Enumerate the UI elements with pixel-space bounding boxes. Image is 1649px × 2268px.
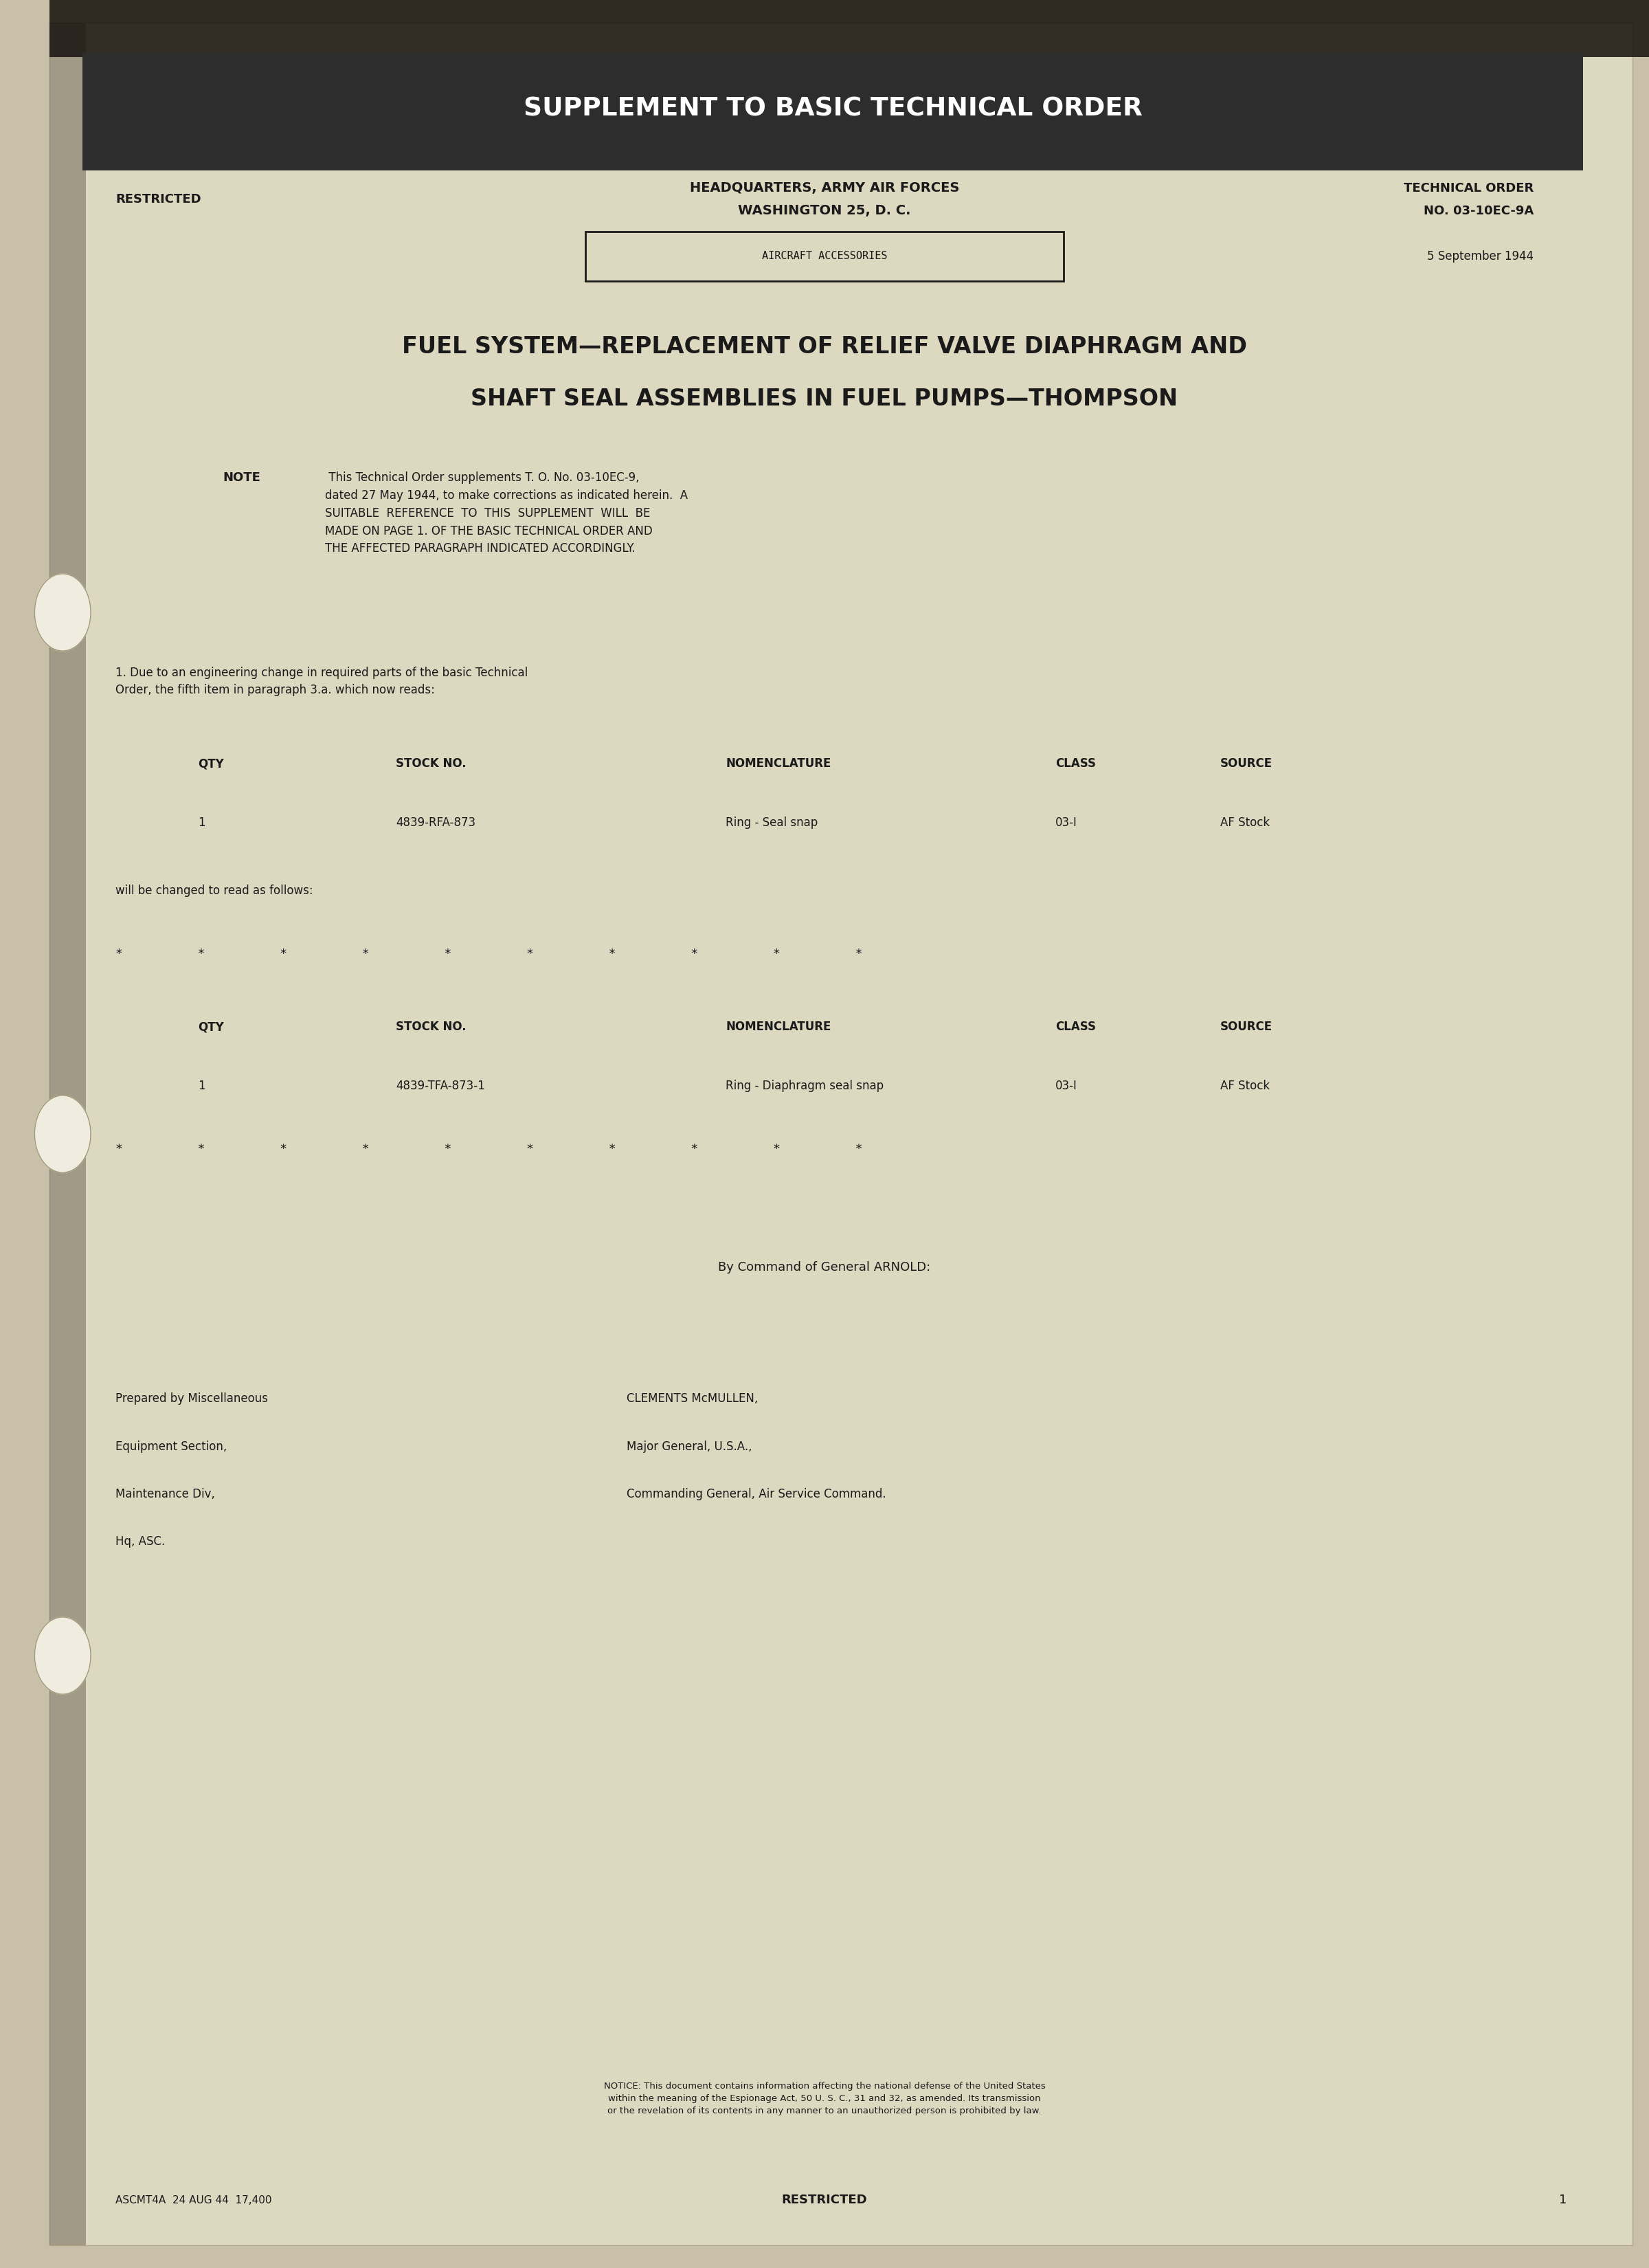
Text: By Command of General ARNOLD:: By Command of General ARNOLD: bbox=[719, 1261, 930, 1272]
Text: 1: 1 bbox=[198, 816, 204, 828]
Circle shape bbox=[35, 1617, 91, 1694]
Text: Ring - Seal snap: Ring - Seal snap bbox=[726, 816, 818, 828]
Text: CLASS: CLASS bbox=[1055, 1021, 1097, 1032]
Bar bbox=[49, 0, 1649, 57]
Text: ASCMT4A  24 AUG 44  17,400: ASCMT4A 24 AUG 44 17,400 bbox=[115, 2195, 272, 2204]
Text: RESTRICTED: RESTRICTED bbox=[115, 193, 201, 206]
Text: SHAFT SEAL ASSEMBLIES IN FUEL PUMPS—THOMPSON: SHAFT SEAL ASSEMBLIES IN FUEL PUMPS—THOM… bbox=[472, 388, 1177, 411]
Text: 1. Due to an engineering change in required parts of the basic Technical
Order, : 1. Due to an engineering change in requi… bbox=[115, 667, 528, 696]
Text: NO. 03-10EC-9A: NO. 03-10EC-9A bbox=[1423, 204, 1534, 218]
Text: NOMENCLATURE: NOMENCLATURE bbox=[726, 1021, 831, 1032]
Bar bbox=[49, 23, 86, 2245]
Text: FUEL SYSTEM—REPLACEMENT OF RELIEF VALVE DIAPHRAGM AND: FUEL SYSTEM—REPLACEMENT OF RELIEF VALVE … bbox=[402, 336, 1247, 358]
Text: will be changed to read as follows:: will be changed to read as follows: bbox=[115, 885, 313, 896]
Text: AIRCRAFT ACCESSORIES: AIRCRAFT ACCESSORIES bbox=[762, 252, 887, 261]
Bar bbox=[585, 231, 1064, 281]
Text: 1: 1 bbox=[1558, 2193, 1567, 2207]
Text: Hq, ASC.: Hq, ASC. bbox=[115, 1535, 165, 1547]
Bar bbox=[82, 52, 1583, 170]
Text: NOTE: NOTE bbox=[223, 472, 261, 483]
Text: QTY: QTY bbox=[198, 1021, 224, 1032]
Text: RESTRICTED: RESTRICTED bbox=[782, 2193, 867, 2207]
FancyBboxPatch shape bbox=[49, 23, 1633, 2245]
Circle shape bbox=[35, 1095, 91, 1173]
Text: SOURCE: SOURCE bbox=[1220, 1021, 1273, 1032]
Text: TECHNICAL ORDER: TECHNICAL ORDER bbox=[1403, 181, 1534, 195]
Text: 03-I: 03-I bbox=[1055, 1080, 1077, 1091]
Text: 03-I: 03-I bbox=[1055, 816, 1077, 828]
Text: Prepared by Miscellaneous: Prepared by Miscellaneous bbox=[115, 1393, 267, 1404]
Text: STOCK NO.: STOCK NO. bbox=[396, 758, 467, 769]
Text: SUPPLEMENT TO BASIC TECHNICAL ORDER: SUPPLEMENT TO BASIC TECHNICAL ORDER bbox=[523, 98, 1143, 120]
Text: QTY: QTY bbox=[198, 758, 224, 769]
Text: *          *          *          *          *          *          *          *  : * * * * * * * * bbox=[115, 948, 862, 959]
Text: 4839-TFA-873-1: 4839-TFA-873-1 bbox=[396, 1080, 485, 1091]
Text: Ring - Diaphragm seal snap: Ring - Diaphragm seal snap bbox=[726, 1080, 884, 1091]
Text: Maintenance Div,: Maintenance Div, bbox=[115, 1488, 214, 1499]
Text: This Technical Order supplements T. O. No. 03-10EC-9,
dated 27 May 1944, to make: This Technical Order supplements T. O. N… bbox=[325, 472, 688, 556]
Text: NOTICE: This document contains information affecting the national defense of the: NOTICE: This document contains informati… bbox=[604, 2082, 1045, 2116]
Text: WASHINGTON 25, D. C.: WASHINGTON 25, D. C. bbox=[739, 204, 910, 218]
Text: 4839-RFA-873: 4839-RFA-873 bbox=[396, 816, 475, 828]
Text: AF Stock: AF Stock bbox=[1220, 816, 1270, 828]
Text: Major General, U.S.A.,: Major General, U.S.A., bbox=[627, 1440, 752, 1452]
Text: STOCK NO.: STOCK NO. bbox=[396, 1021, 467, 1032]
Text: Equipment Section,: Equipment Section, bbox=[115, 1440, 228, 1452]
Text: NOMENCLATURE: NOMENCLATURE bbox=[726, 758, 831, 769]
Text: SOURCE: SOURCE bbox=[1220, 758, 1273, 769]
Text: Commanding General, Air Service Command.: Commanding General, Air Service Command. bbox=[627, 1488, 886, 1499]
Text: AF Stock: AF Stock bbox=[1220, 1080, 1270, 1091]
Text: HEADQUARTERS, ARMY AIR FORCES: HEADQUARTERS, ARMY AIR FORCES bbox=[689, 181, 960, 195]
Circle shape bbox=[35, 574, 91, 651]
Text: 1: 1 bbox=[198, 1080, 204, 1091]
Text: CLEMENTS McMULLEN,: CLEMENTS McMULLEN, bbox=[627, 1393, 759, 1404]
Text: *          *          *          *          *          *          *          *  : * * * * * * * * bbox=[115, 1143, 862, 1154]
Text: 5 September 1944: 5 September 1944 bbox=[1426, 249, 1534, 263]
Text: CLASS: CLASS bbox=[1055, 758, 1097, 769]
